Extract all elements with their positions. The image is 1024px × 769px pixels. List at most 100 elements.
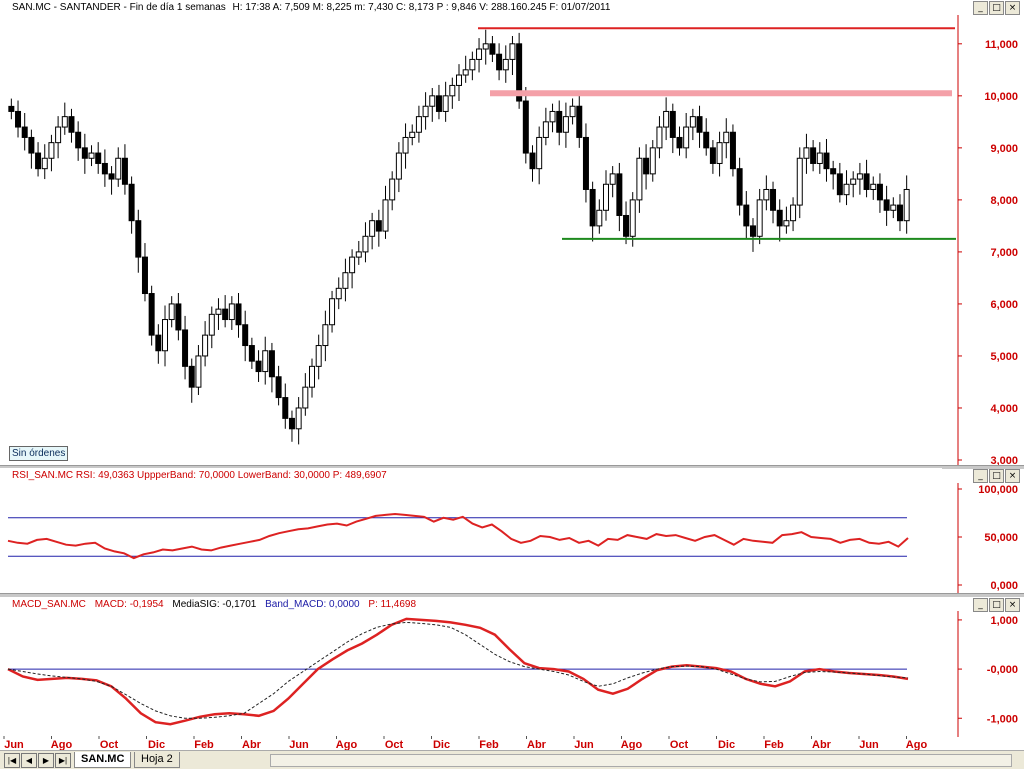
x-tick-label: Abr bbox=[527, 739, 547, 750]
y-tick-label: 6,000 bbox=[990, 299, 1018, 311]
candle-body bbox=[656, 126, 663, 149]
candle-body bbox=[823, 152, 830, 170]
maximize-button[interactable]: □ bbox=[989, 1, 1004, 15]
candle-body bbox=[496, 53, 503, 71]
price-stats-text: H: 17:38 A: 7,509 M: 8,225 m: 7,430 C: 8… bbox=[232, 2, 611, 13]
candle-body bbox=[502, 58, 509, 71]
candle-body bbox=[342, 272, 349, 289]
candle-body bbox=[509, 43, 516, 60]
x-tick-label: Jun bbox=[289, 739, 309, 750]
candle-body bbox=[462, 69, 469, 76]
candle-body bbox=[830, 168, 837, 175]
candle-body bbox=[8, 105, 15, 112]
candle-body bbox=[783, 220, 790, 227]
candle-body bbox=[202, 334, 209, 357]
candle-body bbox=[549, 110, 556, 123]
y-tick-label: 9,000 bbox=[990, 143, 1018, 155]
candle-body bbox=[629, 199, 636, 237]
candle-body bbox=[489, 43, 496, 55]
candle-body bbox=[703, 131, 710, 149]
y-tick-label: 3,000 bbox=[990, 455, 1018, 466]
candle-body bbox=[402, 136, 409, 154]
orders-status-badge[interactable]: Sin órdenes bbox=[9, 446, 69, 461]
candle-body bbox=[21, 126, 28, 138]
candle-body bbox=[81, 147, 88, 159]
candle-body bbox=[435, 95, 442, 112]
minimize-button[interactable]: _ bbox=[973, 1, 988, 15]
prev-sheet-button[interactable]: ◀ bbox=[21, 753, 37, 768]
candle-body bbox=[88, 152, 95, 159]
candle-body bbox=[135, 220, 142, 258]
candle-body bbox=[749, 225, 756, 237]
candle-body bbox=[663, 110, 670, 128]
candle-body bbox=[275, 376, 282, 399]
rsi-window-buttons: _ □ × bbox=[973, 469, 1020, 483]
x-tick-label: Abr bbox=[812, 739, 832, 750]
candle-body bbox=[68, 116, 75, 133]
close-button[interactable]: × bbox=[1005, 598, 1020, 612]
candle-body bbox=[322, 324, 329, 347]
candle-body bbox=[175, 303, 182, 331]
candle-body bbox=[295, 407, 302, 430]
x-tick-label: Feb bbox=[479, 739, 499, 750]
candle-body bbox=[262, 350, 269, 373]
close-button[interactable]: × bbox=[1005, 1, 1020, 15]
candle-body bbox=[395, 152, 402, 180]
y-tick-label: 50,000 bbox=[984, 532, 1018, 544]
first-sheet-button[interactable]: |◀ bbox=[4, 753, 20, 768]
sheet-tab-san[interactable]: SAN.MC bbox=[74, 752, 132, 768]
candle-body bbox=[315, 345, 322, 367]
candle-body bbox=[843, 183, 850, 196]
candle-body bbox=[676, 136, 683, 149]
horizontal-scrollbar[interactable] bbox=[270, 754, 1012, 767]
minimize-button[interactable]: _ bbox=[973, 598, 988, 612]
candle-body bbox=[649, 147, 656, 175]
y-tick-label: 7,000 bbox=[990, 247, 1018, 259]
x-tick-label: Feb bbox=[764, 739, 784, 750]
candle-body bbox=[195, 355, 202, 388]
rsi-chart[interactable]: 0,000 50,000 100,000 bbox=[0, 483, 1024, 593]
candle-body bbox=[870, 183, 877, 190]
x-tick-label: Dic bbox=[433, 739, 450, 750]
x-tick-label: Oct bbox=[670, 739, 689, 750]
macd-window-buttons: _ □ × bbox=[973, 598, 1020, 612]
candle-body bbox=[683, 126, 690, 149]
candle-body bbox=[729, 131, 736, 170]
price-pane-title: SAN.MC - SANTANDER - Fin de día 1 semana… bbox=[0, 0, 942, 15]
minimize-button[interactable]: _ bbox=[973, 469, 988, 483]
maximize-button[interactable]: □ bbox=[989, 469, 1004, 483]
candle-body bbox=[669, 110, 676, 138]
candle-body bbox=[215, 308, 222, 315]
candle-body bbox=[422, 105, 429, 118]
next-sheet-button[interactable]: ▶ bbox=[38, 753, 54, 768]
y-tick-label: 100,000 bbox=[978, 484, 1018, 496]
candle-body bbox=[556, 110, 563, 133]
candle-body bbox=[309, 365, 316, 388]
sheet-tab-hoja2[interactable]: Hoja 2 bbox=[134, 752, 180, 768]
candle-body bbox=[329, 298, 336, 326]
last-sheet-button[interactable]: ▶| bbox=[55, 753, 71, 768]
candle-body bbox=[208, 313, 215, 336]
candle-body bbox=[482, 43, 489, 50]
candle-body bbox=[529, 152, 536, 170]
candle-body bbox=[168, 303, 175, 321]
macd-pane-title: MACD_SAN.MC MACD: -0,1954 MediaSIG: -0,1… bbox=[0, 597, 942, 612]
candle-body bbox=[115, 157, 122, 180]
x-tick-label: Jun bbox=[574, 739, 594, 750]
candle-body bbox=[569, 105, 576, 118]
candle-body bbox=[222, 308, 229, 321]
candle-body bbox=[35, 152, 42, 170]
close-button[interactable]: × bbox=[1005, 469, 1020, 483]
rsi-series-line bbox=[7, 512, 909, 560]
price-chart[interactable]: 3,000 4,000 5,000 6,000 7,000 8,000 9,000 10,00… bbox=[0, 15, 1024, 466]
candle-body bbox=[850, 178, 857, 185]
candle-body bbox=[883, 199, 890, 211]
macd-chart[interactable]: -1,000 -0,000 1,000 bbox=[0, 611, 1024, 737]
candle-body bbox=[288, 417, 295, 430]
x-tick-label: Feb bbox=[194, 739, 214, 750]
maximize-button[interactable]: □ bbox=[989, 598, 1004, 612]
candle-body bbox=[302, 386, 309, 409]
y-tick-label: 8,000 bbox=[990, 195, 1018, 207]
candle-body bbox=[562, 116, 569, 133]
candle-body bbox=[643, 157, 650, 175]
